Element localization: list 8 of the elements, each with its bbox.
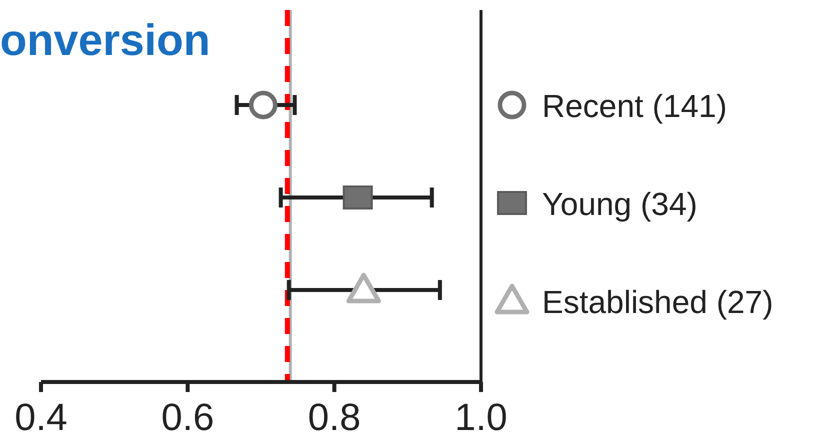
x-tick-label: 1.0 (454, 397, 508, 439)
legend-label: Established (27) (542, 284, 774, 320)
chart-title: onversion (0, 16, 210, 65)
x-tick-label: 0.6 (161, 397, 214, 439)
legend-label: Young (34) (542, 186, 698, 222)
x-tick-label: 0.8 (308, 397, 361, 439)
legend-label: Recent (141) (542, 88, 727, 124)
x-tick-label: 0.4 (14, 397, 68, 439)
